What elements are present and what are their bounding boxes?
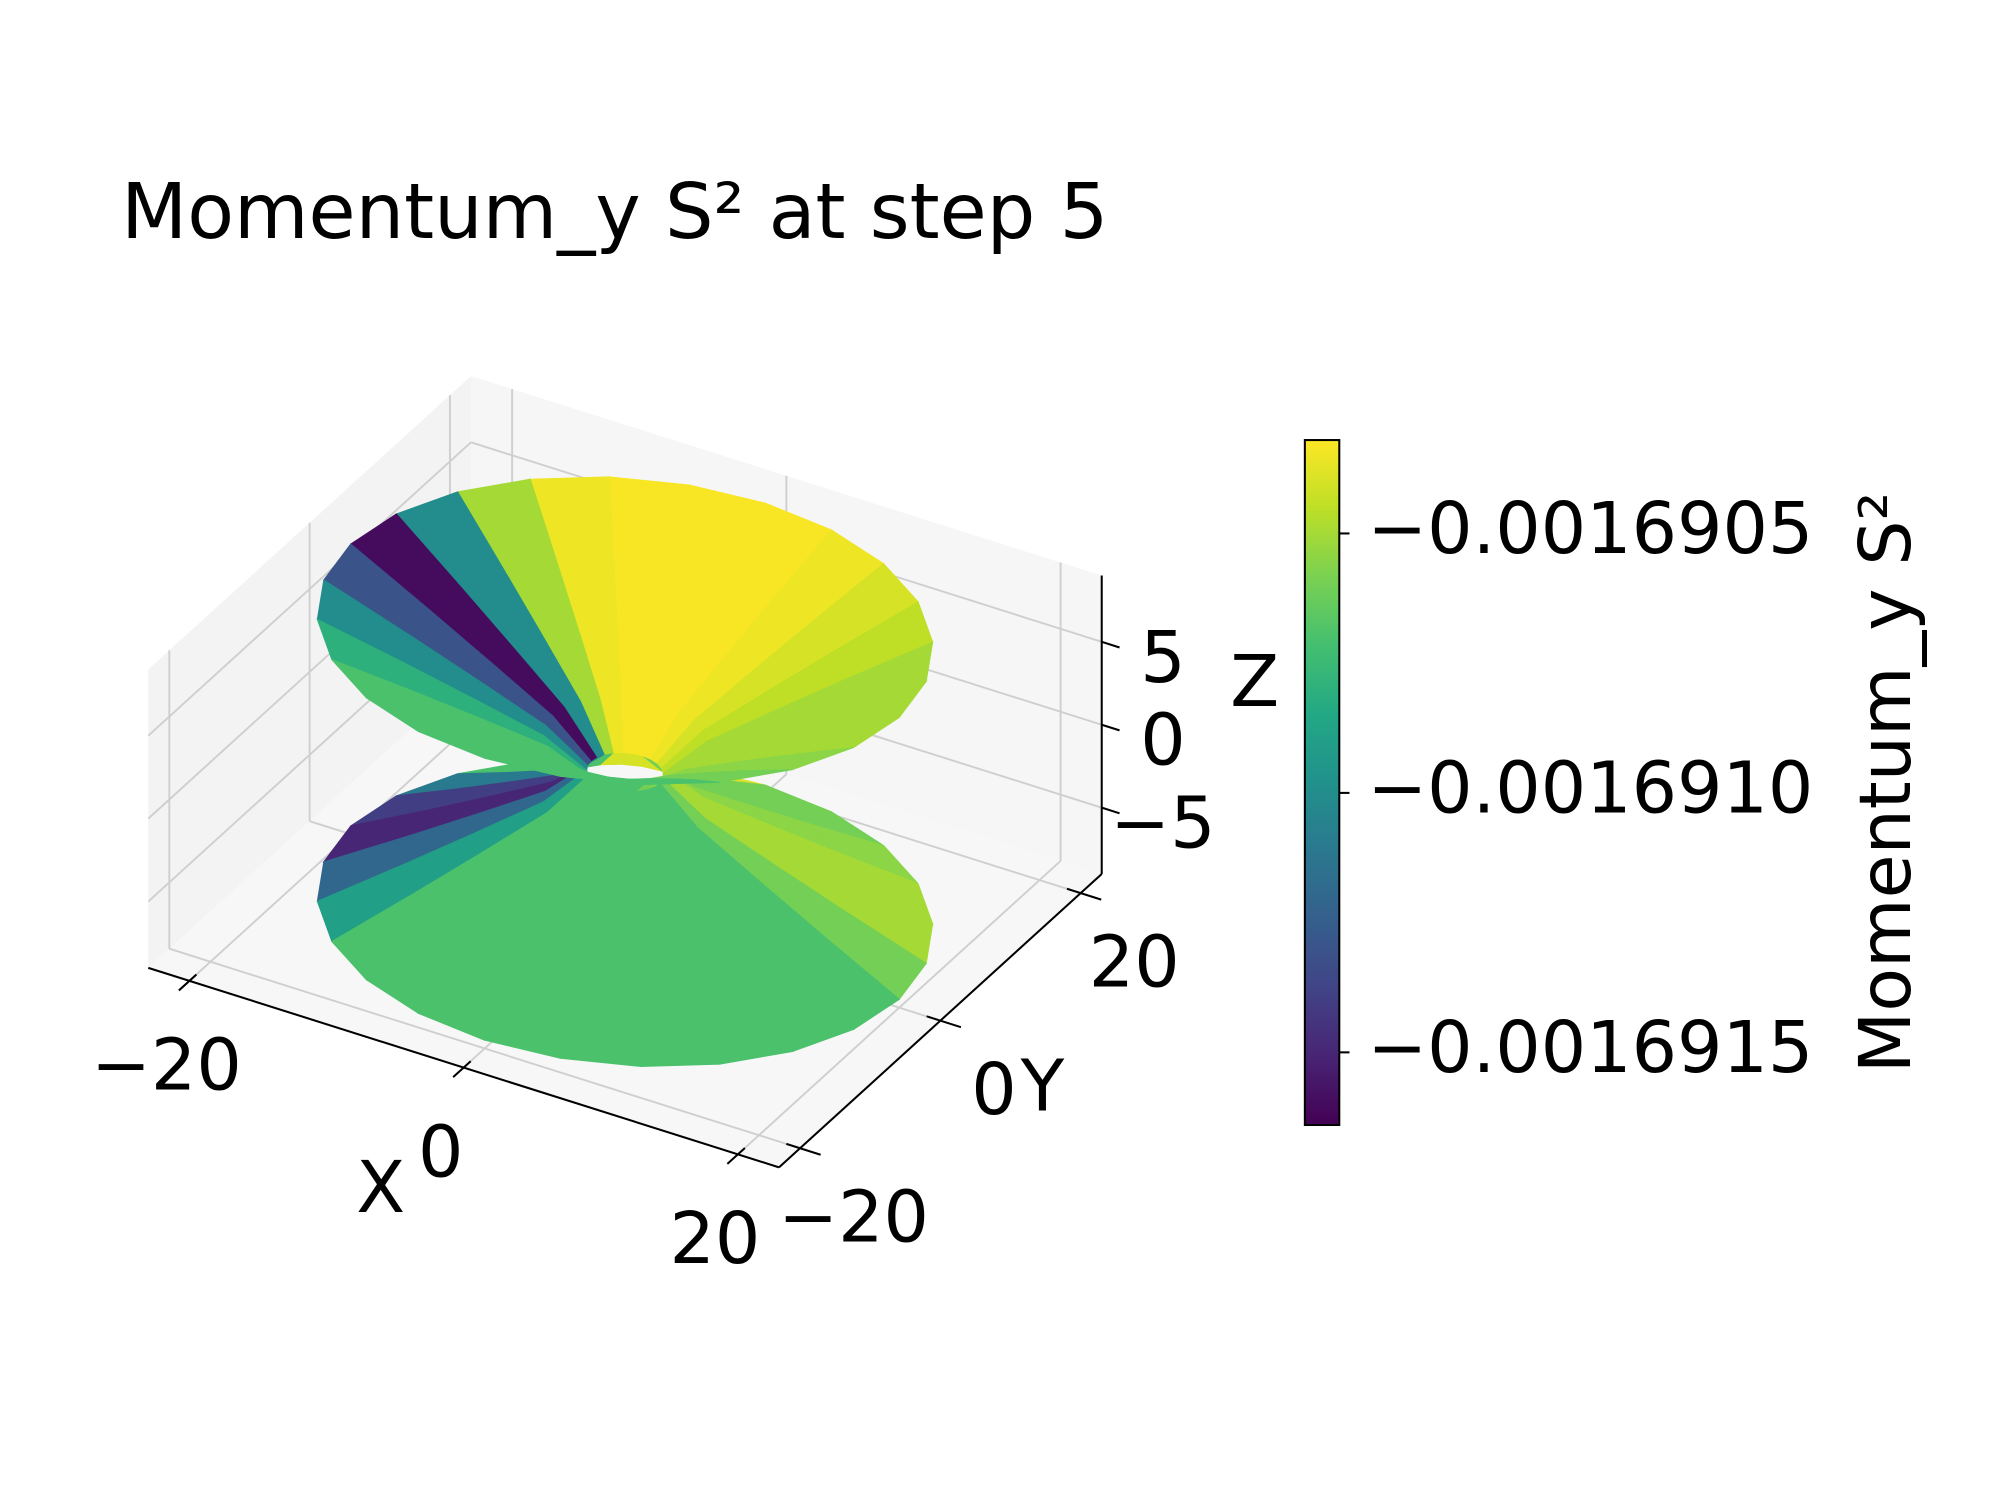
surface-patch xyxy=(559,974,642,1068)
x-tick-label: 0 xyxy=(418,1110,463,1193)
tick-mark xyxy=(1101,723,1120,732)
colorbar xyxy=(1303,439,1341,1127)
tick-mark xyxy=(926,1015,962,1029)
colorbar-label: Momentum_y S² xyxy=(1844,492,1927,1073)
grid-line xyxy=(147,441,472,737)
tick-mark xyxy=(178,973,198,992)
z-axis-label: Z xyxy=(1230,640,1279,723)
tick-mark xyxy=(726,1147,746,1165)
grid-line xyxy=(169,947,801,1150)
z-tick-label: 0 xyxy=(1140,699,1185,782)
colorbar-tick-label: −0.0016910 xyxy=(1367,746,1813,829)
z-tick-label: −5 xyxy=(1110,782,1215,865)
surface-patch xyxy=(560,775,643,786)
z-tick-label: 5 xyxy=(1140,616,1185,699)
x-tick-label: 20 xyxy=(669,1197,760,1280)
y-axis-label: Y xyxy=(1020,1044,1065,1127)
colorbar-tick-label: −0.0016915 xyxy=(1367,1006,1813,1089)
colorbar-tick-label: −0.0016905 xyxy=(1367,487,1813,570)
tick-mark xyxy=(1101,640,1120,649)
y-tick-label: 20 xyxy=(1089,921,1180,1004)
tick-mark xyxy=(1101,806,1120,815)
y-tick-label: −20 xyxy=(778,1176,929,1259)
tick-mark xyxy=(786,1142,821,1156)
x-tick-label: −20 xyxy=(91,1024,242,1107)
y-tick-label: 0 xyxy=(971,1048,1016,1131)
tick-mark xyxy=(1066,887,1102,901)
x-axis-label: X xyxy=(356,1146,405,1229)
tick-mark xyxy=(452,1060,472,1078)
chart-title: Momentum_y S² at step 5 xyxy=(121,168,1108,257)
